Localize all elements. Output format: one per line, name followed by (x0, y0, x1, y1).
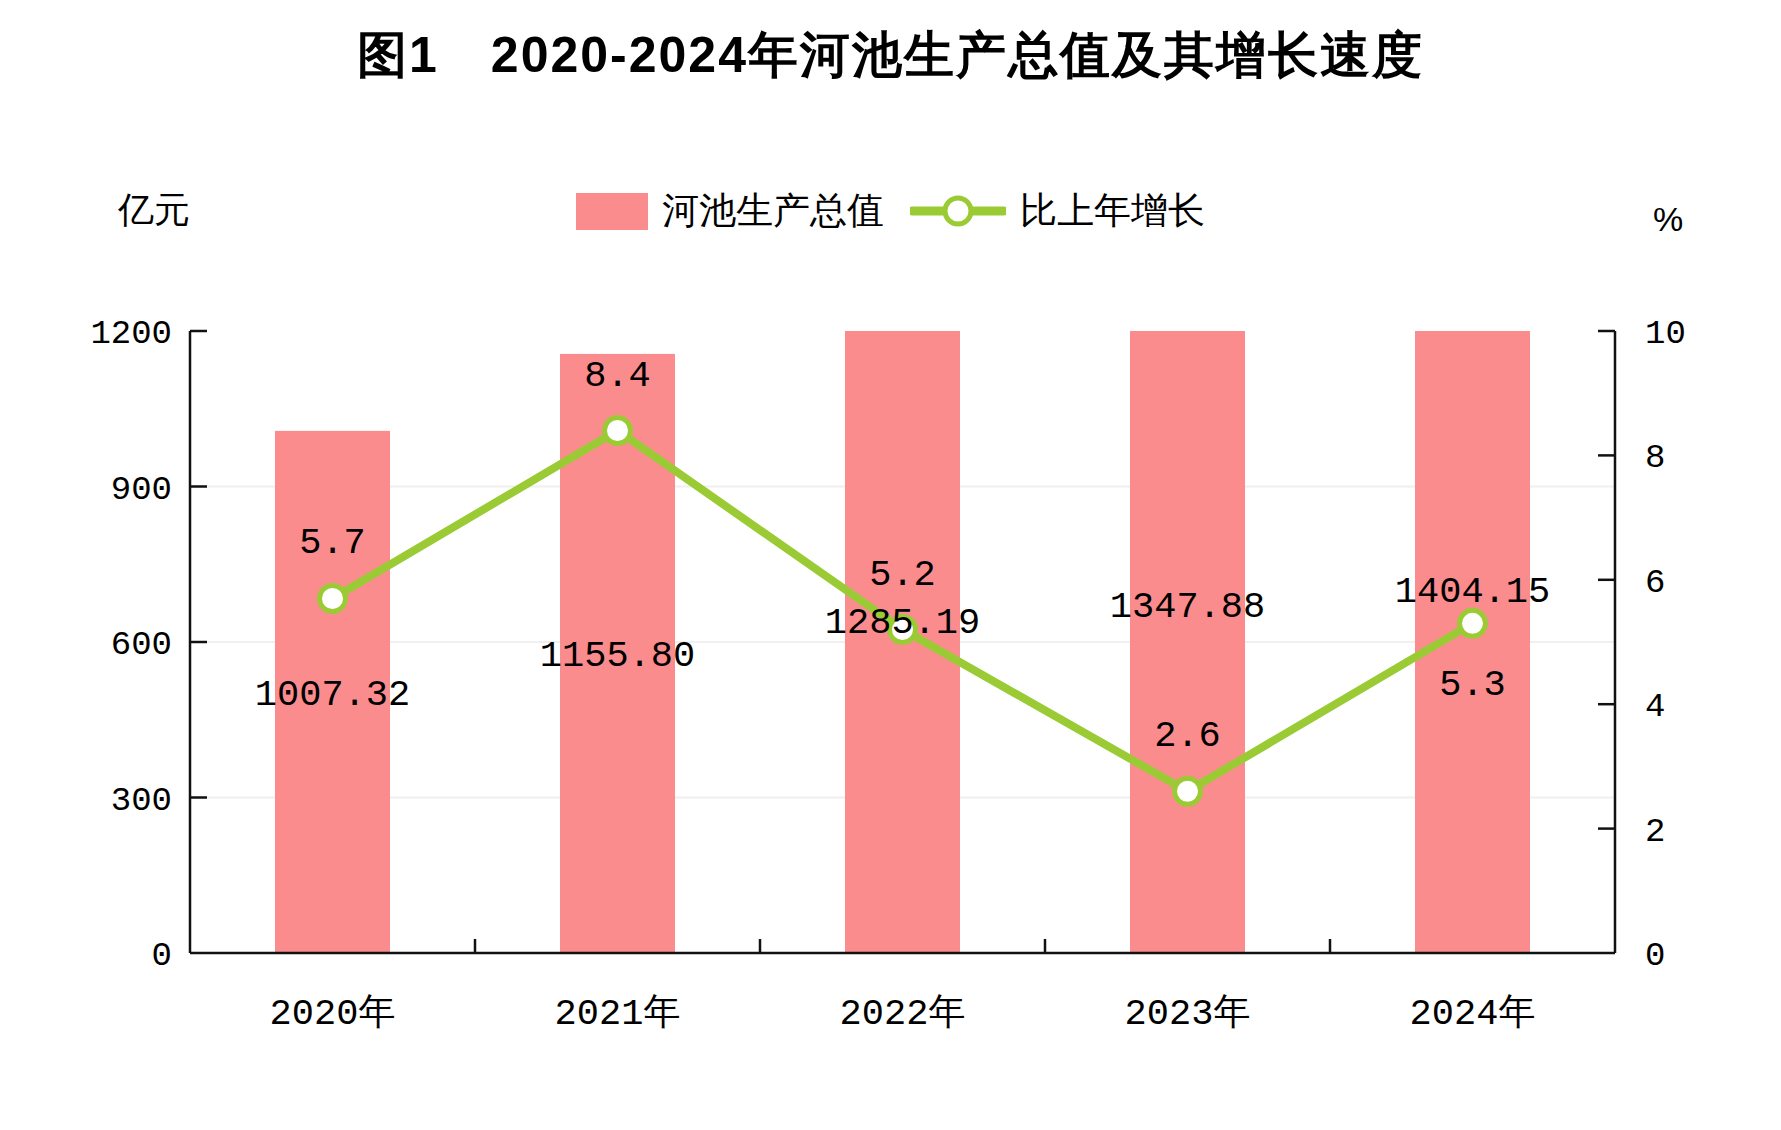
left-axis-tick-label-600: 600 (111, 626, 172, 664)
left-axis-tick-label-1200: 1200 (90, 315, 172, 353)
bar-value-label-2021年: 1155.80 (540, 635, 695, 677)
growth-value-label-2024年: 5.3 (1439, 664, 1506, 706)
bar-value-label-2024年: 1404.15 (1395, 571, 1550, 613)
plot-area: 1007.32 1155.80 1285.19 1347.88 1404.15 5.7 8.… (0, 0, 1781, 1130)
line-marker-2024年 (1460, 610, 1486, 636)
x-category-label-2023年: 2023年 (1125, 993, 1251, 1035)
growth-value-label-2020年: 5.7 (299, 522, 366, 564)
bar-2023年 (1130, 331, 1245, 953)
right-axis-tick-label-10: 10 (1645, 315, 1686, 353)
right-axis-tick-label-0: 0 (1645, 937, 1665, 975)
x-category-label-2024年: 2024年 (1410, 993, 1536, 1035)
bar-2024年 (1415, 331, 1530, 953)
chart-figure: 图1 2020-2024年河池生产总值及其增长速度 亿元 % 河池生产总值 比上… (0, 0, 1781, 1130)
line-marker-2020年 (320, 585, 346, 611)
x-category-label-2021年: 2021年 (555, 993, 681, 1035)
bar-value-label-2023年: 1347.88 (1110, 586, 1265, 628)
line-marker-2023年 (1175, 778, 1201, 804)
left-axis-tick-label-0: 0 (152, 937, 172, 975)
left-axis-tick-label-900: 900 (111, 471, 172, 509)
right-axis-tick-label-6: 6 (1645, 564, 1665, 602)
growth-value-label-2021年: 8.4 (584, 355, 651, 397)
growth-value-label-2022年: 5.2 (869, 554, 936, 596)
right-axis-tick-label-2: 2 (1645, 813, 1665, 851)
x-category-label-2020年: 2020年 (270, 993, 396, 1035)
growth-value-label-2023年: 2.6 (1154, 715, 1221, 757)
x-category-label-2022年: 2022年 (840, 993, 966, 1035)
line-marker-2021年 (605, 418, 631, 444)
right-axis-tick-label-4: 4 (1645, 688, 1665, 726)
bar-value-label-2022年: 1285.19 (825, 602, 980, 644)
left-axis-tick-label-300: 300 (111, 782, 172, 820)
right-axis-tick-label-8: 8 (1645, 439, 1665, 477)
bar-value-label-2020年: 1007.32 (255, 674, 410, 716)
